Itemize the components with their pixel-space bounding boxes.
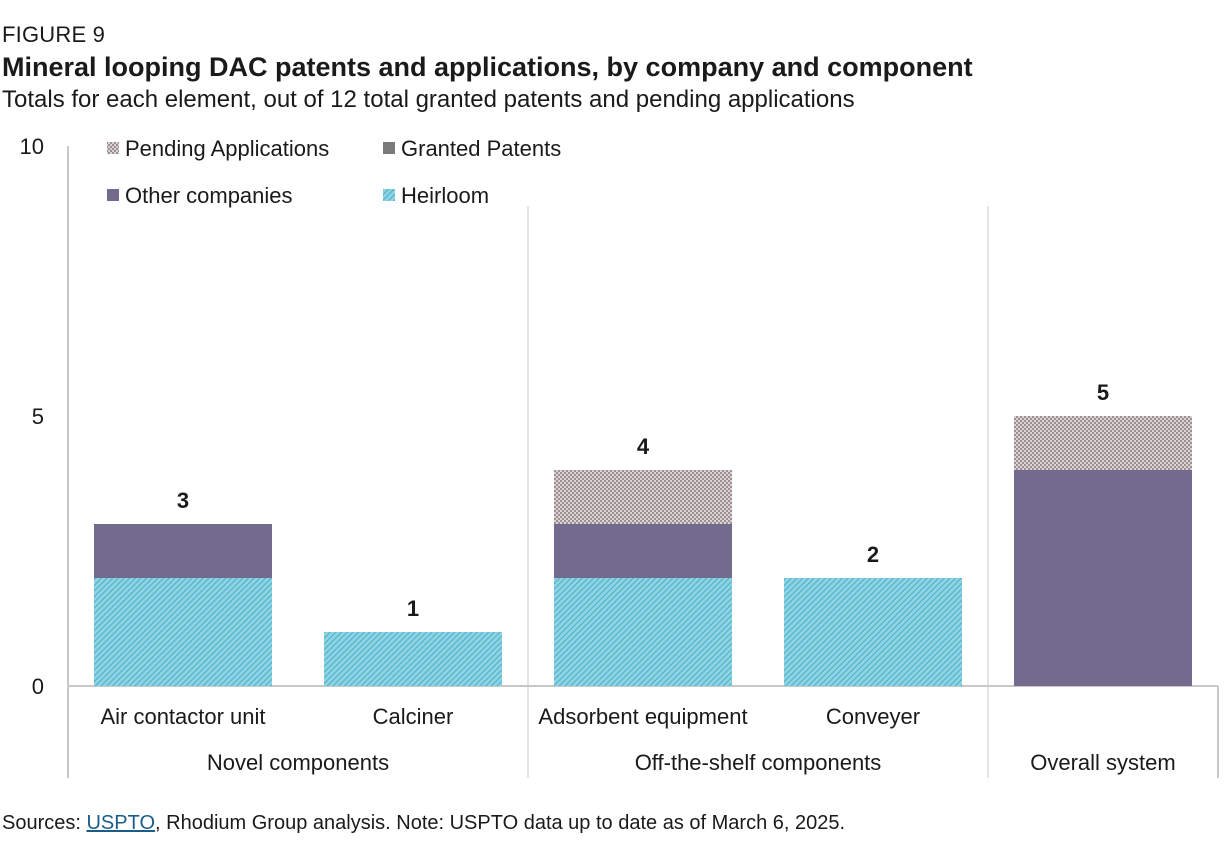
legend: Pending Applications Granted Patents Other…: [107, 136, 561, 208]
chart-subtitle: Totals for each element, out of 12 total…: [2, 86, 855, 113]
footer-suffix: , Rhodium Group analysis. Note: USPTO da…: [155, 812, 846, 834]
figure-label: FIGURE 9: [2, 22, 106, 47]
group-label: Novel components: [207, 750, 389, 775]
legend-swatch: [383, 189, 395, 201]
group-label: Off-the-shelf components: [635, 750, 882, 775]
y-tick-label: 10: [20, 134, 44, 159]
bar-total-label: 5: [1097, 380, 1109, 405]
legend-swatch: [107, 189, 119, 201]
group-label: Overall system: [1030, 750, 1175, 775]
bar-segment-other-companies: [554, 524, 732, 578]
bar-total-label: 1: [407, 596, 419, 621]
bar-segment-heirloom: [324, 632, 502, 686]
chart-title: Mineral looping DAC patents and applicat…: [2, 52, 973, 82]
bar-segment-other-companies: [1014, 470, 1192, 686]
category-label: Adsorbent equipment: [538, 704, 747, 729]
legend-swatch: [383, 142, 395, 154]
y-tick-label: 0: [32, 674, 44, 699]
bar-segment-pending-applications: [554, 470, 732, 524]
legend-label: Granted Patents: [401, 136, 561, 161]
bar-total-label: 2: [867, 542, 879, 567]
bars: [94, 416, 1192, 686]
legend-swatch: [107, 142, 119, 154]
bar-segment-heirloom: [784, 578, 962, 686]
bar-total-label: 3: [177, 488, 189, 513]
bar-segment-pending-applications: [1014, 416, 1192, 470]
bar-segment-heirloom: [94, 578, 272, 686]
bar-segment-other-companies: [94, 524, 272, 578]
legend-label: Pending Applications: [125, 136, 329, 161]
labels: Novel components Off-the-shelf components…: [20, 134, 1176, 775]
y-tick-label: 5: [32, 404, 44, 429]
category-label: Conveyer: [826, 704, 920, 729]
bar-total-label: 4: [637, 434, 650, 459]
footer-prefix: Sources:: [2, 812, 87, 834]
bar-segment-heirloom: [554, 578, 732, 686]
category-label: Air contactor unit: [100, 704, 265, 729]
chart-canvas: Novel components Off-the-shelf components…: [20, 134, 1219, 778]
uspto-link[interactable]: USPTO: [86, 812, 156, 834]
legend-label: Other companies: [125, 183, 293, 208]
legend-label: Heirloom: [401, 183, 489, 208]
footer-note: Sources: USPTO, Rhodium Group analysis. …: [2, 812, 845, 835]
category-label: Calciner: [373, 704, 454, 729]
